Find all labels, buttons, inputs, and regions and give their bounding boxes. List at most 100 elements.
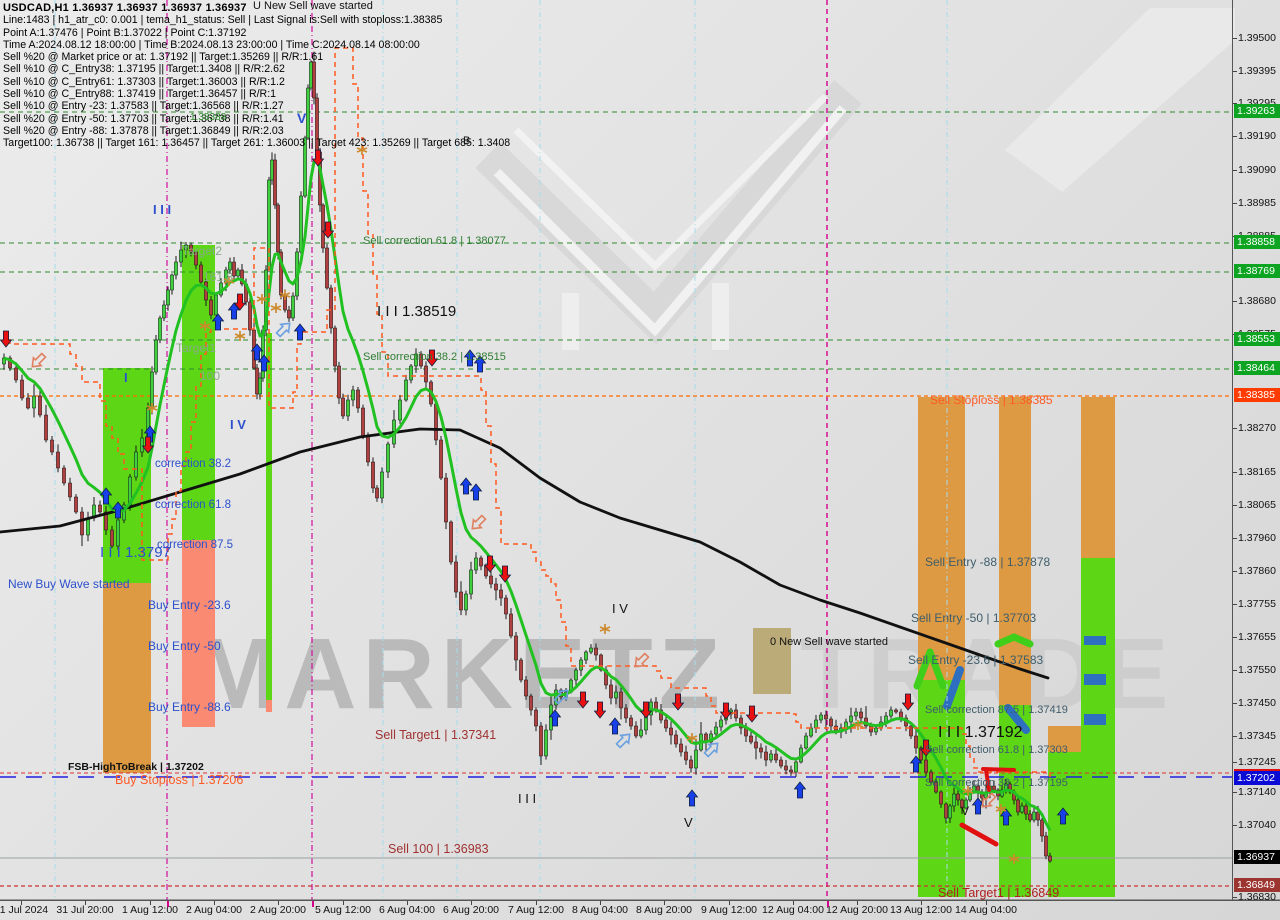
buy-arrow-icon [999,808,1013,826]
candle-body [122,504,126,521]
time-tick-mark [407,901,408,905]
info-line-11: Target100: 1.36738 || Target 161: 1.3645… [3,137,511,150]
sell-arrow-icon [576,691,590,709]
price-tick-label: 1.38065 [1238,499,1276,511]
signal-zone-band [1081,558,1115,897]
candle-body [544,729,548,757]
candle-body [794,761,798,773]
price-tick-label: 1.38270 [1238,422,1276,434]
price-badge: 1.38553 [1234,332,1280,346]
chart-annotation: I I I [518,791,537,806]
pullback-up-arrow-icon [553,689,569,705]
price-tick-mark [1233,670,1237,671]
candle-body [270,159,274,181]
slow-ma-line [0,427,1050,680]
sell-arrow-icon [233,293,247,311]
candle-body [50,439,54,453]
candle-body [375,487,379,499]
star-marker-icon [686,733,698,743]
candle-body [232,261,236,277]
price-tick-label: 1.39500 [1238,32,1276,44]
candle-body [494,583,498,591]
info-line-2: Point A:1.37476 | Point B:1.37022 | Poin… [3,26,247,39]
info-line-8: Sell %10 @ Entry -23: 1.37583 || Target:… [3,100,284,113]
price-tick-mark [1233,170,1237,171]
signal-zone-band [103,583,151,773]
price-tick-mark [1233,703,1237,704]
chart-annotation: B [463,135,471,147]
sell-arrow-icon [639,701,653,719]
candle-body [1028,813,1032,821]
price-tick-mark [1233,792,1237,793]
price-tick-mark [1233,571,1237,572]
candle-body [386,443,390,473]
candle-body [574,669,578,681]
khaki-block [753,628,791,694]
price-tick-label: 1.37140 [1238,786,1276,798]
candle-body [291,295,295,319]
candle-body [312,61,316,99]
price-badge: 1.38464 [1234,361,1280,375]
buy-arrow-icon [463,349,477,367]
price-tick-mark [1233,825,1237,826]
time-tick-label: 12 Aug 20:00 [826,904,888,916]
time-tick-label: 2 Aug 04:00 [185,904,243,916]
time-tick-mark [536,901,537,905]
candle-body [934,781,938,793]
price-tick-mark [1233,103,1237,104]
star-marker-icon [234,331,246,341]
price-tick-label: 1.37960 [1238,532,1276,544]
time-tick-label: 9 Aug 12:00 [700,904,758,916]
time-tick-mark [21,901,22,905]
buy-arrow-icon [257,354,271,372]
buy-arrow-icon [227,302,241,320]
candle-body [86,517,90,536]
candle-body [894,709,898,713]
price-badge: 1.36937 [1234,850,1280,864]
chart-annotation: V [684,815,693,830]
price-badge: 1.38769 [1234,264,1280,278]
time-tick-mark [857,901,858,905]
candle-body [356,389,360,409]
candle-body [789,769,793,773]
candle-body [614,691,618,699]
candle-body [594,647,598,656]
time-tick-label: 5 Aug 12:00 [314,904,372,916]
candle-body [1016,799,1020,813]
candle-body [669,727,673,736]
letter-fragment-blue [1084,636,1106,645]
star-marker-icon [599,624,611,634]
chart-annotation: Sell correction 87.5 | 1.37419 [925,704,1068,716]
info-line-3: Time A:2024.08.12 18:00:00 | Time B:2024… [3,38,420,51]
chart-annotation: I I I [153,202,172,217]
time-axis[interactable]: 31 Jul 2024 31 Jul 20:00 1 Aug 12:00 2 Aug … [0,900,1280,920]
candle-body [56,451,60,469]
sell-arrow-icon [483,555,497,573]
candle-body [944,803,948,819]
candle-body [874,727,878,733]
chart-annotation: Sell Entry -88 | 1.37878 [925,555,1051,569]
buy-arrow-icon [293,323,307,341]
buy-arrow-icon [608,717,622,735]
sell-arrow-icon [321,221,335,239]
candle-body [140,437,144,453]
candle-body [74,496,78,513]
info-line-10: Sell %20 @ Entry -88: 1.37878 || Target:… [3,124,284,137]
candle-body [469,569,473,595]
price-axis[interactable]: 1.39500 1.39395 1.39295 1.39190 1.39090 1.389… [1232,0,1280,903]
candle-body [214,294,218,316]
candle-body [158,317,162,341]
time-tick-mark [986,901,987,905]
candle-body [306,87,310,139]
candle-body [366,435,370,463]
signal-zone-band [182,540,215,727]
price-badge: 1.37202 [1234,769,1280,785]
candle-body [194,251,198,266]
fast-ma-line [3,158,1052,832]
candle-body [624,707,628,719]
time-tick-mark [471,901,472,905]
candle-body [276,204,280,253]
candle-body [189,244,193,253]
sell-arrow-icon [719,702,733,720]
